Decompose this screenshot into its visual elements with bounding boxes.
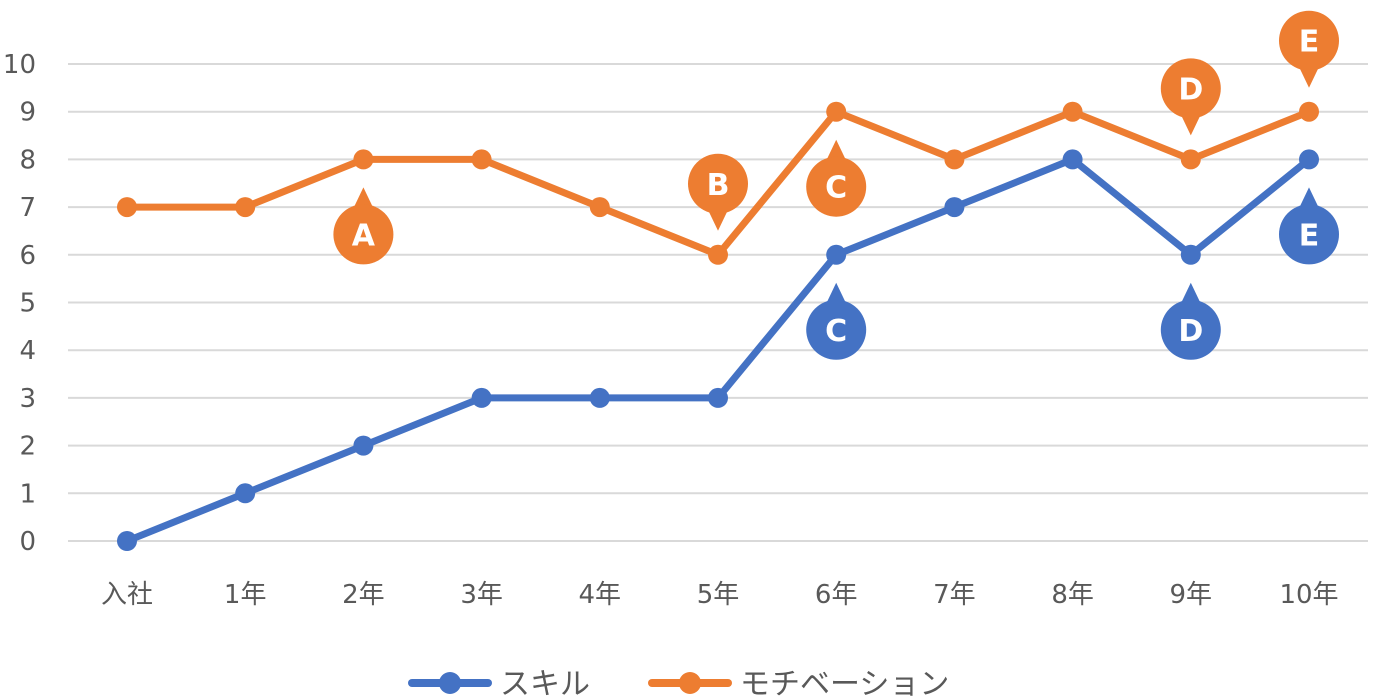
annotation-marker: C <box>806 139 867 217</box>
annotation-letter: D <box>1178 72 1203 107</box>
data-point <box>708 387 728 408</box>
data-point <box>353 435 374 456</box>
annotation-marker: E <box>1279 10 1339 88</box>
grid-lines <box>68 63 1368 542</box>
data-point <box>826 244 847 265</box>
annotation-markers: A B C D E C D E <box>333 10 1339 360</box>
y-tick-label: 3 <box>19 384 36 414</box>
data-point <box>944 149 965 170</box>
y-tick-label: 6 <box>19 241 36 271</box>
data-point <box>1180 149 1201 170</box>
x-tick-label: 2年 <box>342 580 385 610</box>
legend: スキル モチベーション <box>408 667 949 700</box>
data-point <box>117 531 137 551</box>
annotation-letter: C <box>825 314 847 349</box>
legend-swatch-point <box>679 672 701 694</box>
series-lines <box>117 101 1319 551</box>
data-point <box>117 197 137 218</box>
x-tick-label: 6年 <box>815 580 858 610</box>
data-point <box>1062 149 1083 170</box>
y-tick-label: 2 <box>19 432 36 462</box>
y-tick-label: 4 <box>19 336 36 366</box>
x-tick-label: 7年 <box>933 580 976 610</box>
data-point <box>1180 244 1201 265</box>
legend-item: モチベーション <box>648 667 949 700</box>
data-point <box>826 101 847 122</box>
data-point <box>944 197 965 218</box>
data-point <box>471 149 492 170</box>
data-point <box>589 197 610 218</box>
data-point <box>589 387 610 408</box>
annotation-marker: D <box>1160 282 1221 360</box>
data-point <box>1062 101 1083 122</box>
y-tick-label: 7 <box>19 193 36 223</box>
x-tick-label: 3年 <box>460 580 503 610</box>
annotation-letter: E <box>1299 25 1320 60</box>
annotation-marker: E <box>1279 187 1339 265</box>
y-tick-label: 8 <box>19 145 36 175</box>
annotation-marker: C <box>806 282 867 360</box>
y-tick-label: 10 <box>3 50 36 80</box>
annotation-marker: D <box>1160 58 1221 136</box>
annotation-letter: E <box>1299 218 1320 253</box>
x-tick-label: 10年 <box>1279 580 1338 610</box>
y-tick-label: 1 <box>19 479 36 509</box>
legend-label: モチベーション <box>740 667 949 700</box>
annotation-letter: B <box>707 168 730 203</box>
legend-label: スキル <box>500 667 590 700</box>
x-tick-label: 8年 <box>1051 580 1094 610</box>
data-point <box>471 387 492 408</box>
annotation-letter: D <box>1178 314 1203 349</box>
y-tick-label: 9 <box>19 98 36 128</box>
x-axis-tick-labels: 入社 1年 2年 3年 4年 5年 6年 7年 8年 9年 10年 <box>101 580 1339 610</box>
data-point <box>235 197 256 218</box>
y-axis-tick-labels: 0 1 2 3 4 5 6 7 8 9 10 <box>3 50 36 557</box>
annotation-marker: A <box>333 187 394 265</box>
annotation-marker: B <box>688 153 748 231</box>
annotation-letter: C <box>825 171 847 206</box>
data-point <box>353 149 374 170</box>
x-tick-label: 9年 <box>1170 580 1213 610</box>
data-point <box>1299 149 1319 170</box>
x-tick-label: 1年 <box>224 580 267 610</box>
legend-item: スキル <box>408 667 590 700</box>
data-point <box>708 244 728 265</box>
y-tick-label: 5 <box>19 289 36 319</box>
data-point <box>1299 101 1319 122</box>
legend-swatch-point <box>439 672 461 694</box>
data-point <box>235 483 256 504</box>
annotation-letter: A <box>352 218 376 253</box>
x-tick-label: 4年 <box>579 580 622 610</box>
y-tick-label: 0 <box>19 527 36 557</box>
x-tick-label: 5年 <box>697 580 740 610</box>
x-tick-label: 入社 <box>101 580 153 610</box>
